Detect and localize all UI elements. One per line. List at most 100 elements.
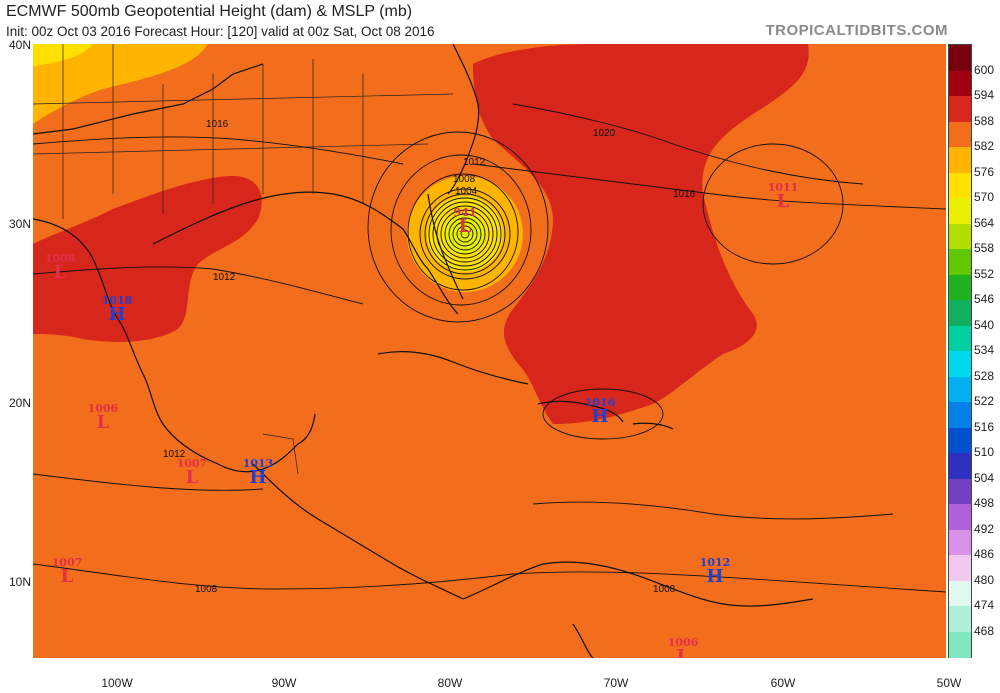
colorbar-swatch	[949, 402, 971, 428]
colorbar	[948, 44, 972, 658]
colorbar-label: 474	[974, 598, 995, 612]
colorbar-label: 498	[974, 496, 995, 510]
colorbar-label: 588	[974, 113, 995, 128]
brand-label: TROPICALTIDBITS.COM	[765, 22, 948, 39]
pressure-value: 941	[453, 206, 477, 219]
pressure-value: 1012	[699, 556, 731, 569]
colorbar-swatch	[949, 274, 971, 301]
colorbar-swatch	[949, 529, 971, 556]
colorbar-label: 486	[974, 547, 995, 561]
colorbar-swatch	[949, 427, 971, 454]
colorbar-label: 468	[974, 623, 995, 638]
colorbar-swatch	[949, 478, 971, 505]
isobar-label: 1012	[213, 272, 236, 283]
isobar-label: 1008	[453, 174, 476, 185]
hurricane-isobars	[367, 131, 549, 323]
colorbar-label: 516	[974, 419, 995, 434]
colorbar-label: 564	[974, 215, 995, 230]
colorbar-label: 480	[974, 572, 995, 587]
isobar-label: 1016	[206, 119, 229, 130]
colorbar-label: 570	[974, 190, 995, 204]
pressure-center-low: 1006 L	[81, 402, 125, 433]
longitude-label: 90W	[271, 676, 297, 690]
pressure-type: H	[249, 467, 267, 488]
colorbar-label: 510	[974, 445, 995, 459]
colorbar-swatch	[949, 453, 971, 479]
pressure-value: 1007	[51, 556, 83, 569]
height-shade-588-east	[473, 44, 809, 424]
isobar-label: 1012	[163, 449, 186, 460]
colorbar-swatch	[949, 351, 971, 377]
colorbar-label: 576	[974, 164, 995, 179]
colorbar-label: 522	[974, 394, 995, 408]
colorbar-swatch	[949, 325, 971, 352]
height-shade-588-west	[33, 175, 262, 342]
longitude-label: 70W	[603, 676, 629, 690]
colorbar-label: 558	[974, 241, 995, 255]
colorbar-label: 600	[974, 62, 995, 77]
colorbar-swatch	[949, 223, 971, 250]
colorbar-swatch	[949, 376, 971, 403]
pressure-value: 1008	[44, 252, 76, 265]
latitude-label: 10N	[8, 575, 31, 589]
isobar-label: 1004	[455, 186, 478, 197]
pressure-type: L	[776, 191, 790, 212]
colorbar-label: 546	[974, 292, 995, 306]
colorbar-swatch	[949, 147, 971, 173]
latitude-label: 20N	[8, 396, 31, 410]
pressure-value: 1006	[87, 402, 119, 415]
colorbar-swatch	[949, 198, 971, 224]
colorbar-label: 528	[974, 368, 995, 383]
weather-map: 1016 1020 1012 1008 1004 1016 1012 1012 …	[33, 44, 946, 658]
colorbar-swatch	[949, 121, 971, 148]
colorbar-swatch	[949, 300, 971, 326]
colorbar-label: 534	[974, 343, 995, 357]
longitude-label: 50W	[936, 676, 962, 690]
political-borders	[33, 44, 454, 475]
pressure-type: L	[185, 467, 199, 488]
colorbar-swatch	[949, 606, 971, 632]
colorbar-swatch	[949, 172, 971, 199]
pressure-center-low: 1006 L	[661, 636, 705, 658]
pressure-type: H	[108, 304, 126, 325]
pressure-type: L	[60, 566, 74, 587]
pressure-center-low: 1008 L	[38, 252, 82, 283]
colorbar-label: 540	[974, 317, 995, 332]
height-shade-582	[33, 44, 208, 124]
colorbar-label: 492	[974, 521, 995, 536]
pressure-center-high: 1016 H	[578, 396, 622, 427]
isobar-label: 1008	[653, 584, 676, 595]
pressure-type: L	[96, 412, 110, 433]
pressure-center-high: 1012 H	[693, 556, 737, 586]
isobar-label: 1016	[673, 189, 696, 200]
pressure-type: L	[676, 646, 690, 659]
colorbar-label: 552	[974, 266, 995, 281]
isobar-label: 1012	[463, 157, 486, 168]
pressure-center-low: 941 L	[443, 206, 487, 237]
pressure-type: L	[458, 216, 472, 237]
map-canvas	[33, 44, 946, 658]
colorbar-swatch	[949, 45, 971, 71]
pressure-type: H	[591, 406, 609, 427]
colorbar-label: 504	[974, 470, 995, 485]
isobars	[33, 103, 946, 593]
header: ECMWF 500mb Geopotential Height (dam) & …	[0, 0, 1000, 44]
colorbar-swatch	[949, 580, 971, 607]
pressure-center-high: 1018 H	[95, 294, 139, 325]
colorbar-swatch	[949, 555, 971, 581]
pressure-center-low: 1007 L	[45, 556, 89, 587]
hurricane-shade-570	[445, 214, 485, 254]
latitude-label: 40N	[8, 38, 31, 52]
colorbar-label: 594	[974, 88, 995, 102]
colorbar-swatch	[949, 504, 971, 530]
pressure-value: 1013	[242, 457, 274, 470]
pressure-value: 1011	[767, 181, 799, 194]
map-title: ECMWF 500mb Geopotential Height (dam) & …	[6, 3, 413, 20]
pressure-value: 1018	[101, 294, 133, 307]
longitude-label: 100W	[101, 676, 133, 690]
longitude-label: 60W	[770, 676, 796, 690]
pressure-type: L	[53, 262, 67, 283]
pressure-value: 1016	[584, 396, 616, 409]
longitude-label: 80W	[437, 676, 463, 690]
pressure-center-high: 1013 H	[236, 457, 280, 488]
